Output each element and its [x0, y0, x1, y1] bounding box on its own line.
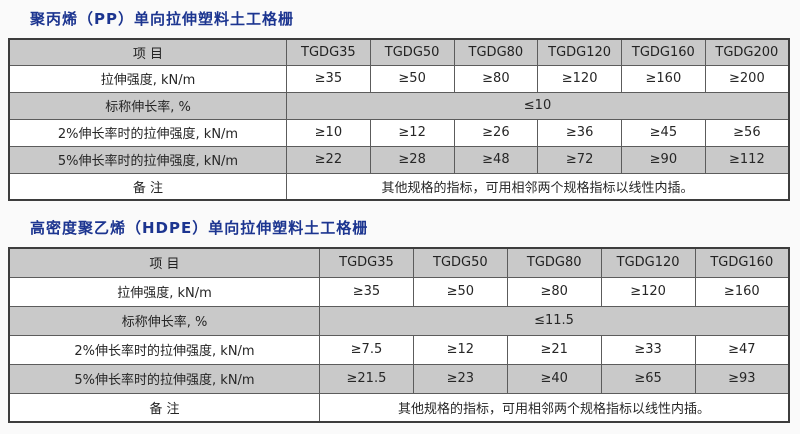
row-label: 备 注 — [8, 172, 287, 201]
table-row-tensile-strength: 拉伸强度, kN/m ≥35 ≥50 ≥80 ≥120 ≥160 — [8, 276, 790, 307]
column-header-tgdg160: TGDG160 — [621, 38, 706, 66]
cell-value: ≥36 — [537, 118, 622, 147]
cell-value: ≥22 — [286, 145, 371, 174]
cell-value: ≥35 — [286, 64, 371, 93]
row-label: 5%伸长率时的拉伸强度, kN/m — [8, 363, 320, 394]
column-header-tgdg120: TGDG120 — [600, 247, 696, 278]
hdpe-section-title: 高密度聚乙烯（HDPE）单向拉伸塑料土工格栅 — [30, 219, 369, 237]
cell-value: ≥23 — [412, 363, 508, 394]
cell-span-value: ≤10 — [286, 91, 790, 120]
cell-value: ≥26 — [453, 118, 539, 147]
pp-header-row: 项 目 TGDG35 TGDG50 TGDG80 TGDG120 TGDG160… — [8, 38, 790, 66]
cell-value: ≥7.5 — [319, 334, 414, 365]
table-row-remarks: 备 注 其他规格的指标，可用相邻两个规格指标以线性内插。 — [8, 172, 790, 201]
cell-value: ≥40 — [506, 363, 602, 394]
column-header-tgdg35: TGDG35 — [319, 247, 414, 278]
cell-value: ≥47 — [694, 334, 790, 365]
column-header-tgdg50: TGDG50 — [412, 247, 508, 278]
cell-value: ≥12 — [369, 118, 455, 147]
cell-value: ≥120 — [600, 276, 696, 307]
hdpe-header-row: 项 目 TGDG35 TGDG50 TGDG80 TGDG120 TGDG160 — [8, 247, 790, 278]
column-header-item: 项 目 — [8, 38, 287, 66]
row-label: 拉伸强度, kN/m — [8, 276, 320, 307]
cell-value: ≥112 — [704, 145, 790, 174]
cell-value: ≥93 — [694, 363, 790, 394]
table-row-nominal-elongation: 标称伸长率, % ≤11.5 — [8, 305, 790, 336]
cell-span-value: ≤11.5 — [319, 305, 790, 336]
cell-value: ≥48 — [453, 145, 539, 174]
row-label: 标称伸长率, % — [8, 91, 287, 120]
cell-value: ≥80 — [506, 276, 602, 307]
cell-value: ≥80 — [453, 64, 539, 93]
hdpe-spec-table: 项 目 TGDG35 TGDG50 TGDG80 TGDG120 TGDG160… — [8, 247, 790, 423]
column-header-tgdg160: TGDG160 — [694, 247, 790, 278]
cell-value: ≥200 — [704, 64, 790, 93]
column-header-tgdg80: TGDG80 — [506, 247, 602, 278]
cell-value: ≥21 — [506, 334, 602, 365]
cell-value: ≥28 — [369, 145, 455, 174]
remark-text: 其他规格的指标，可用相邻两个规格指标以线性内插。 — [286, 172, 790, 201]
table-row-nominal-elongation: 标称伸长率, % ≤10 — [8, 91, 790, 120]
column-header-tgdg200: TGDG200 — [704, 38, 790, 66]
row-label: 拉伸强度, kN/m — [8, 64, 287, 93]
cell-value: ≥72 — [537, 145, 622, 174]
table-row-remarks: 备 注 其他规格的指标，可用相邻两个规格指标以线性内插。 — [8, 392, 790, 423]
cell-value: ≥21.5 — [319, 363, 414, 394]
cell-value: ≥50 — [369, 64, 455, 93]
row-label: 备 注 — [8, 392, 320, 423]
column-header-tgdg80: TGDG80 — [453, 38, 539, 66]
remark-text: 其他规格的指标，可用相邻两个规格指标以线性内插。 — [319, 392, 790, 423]
table-row-strength-at-2pct: 2%伸长率时的拉伸强度, kN/m ≥7.5 ≥12 ≥21 ≥33 ≥47 — [8, 334, 790, 365]
cell-value: ≥56 — [704, 118, 790, 147]
pp-spec-table: 项 目 TGDG35 TGDG50 TGDG80 TGDG120 TGDG160… — [8, 38, 790, 201]
cell-value: ≥65 — [600, 363, 696, 394]
table-row-strength-at-2pct: 2%伸长率时的拉伸强度, kN/m ≥10 ≥12 ≥26 ≥36 ≥45 ≥5… — [8, 118, 790, 147]
cell-value: ≥35 — [319, 276, 414, 307]
column-header-item: 项 目 — [8, 247, 320, 278]
cell-value: ≥90 — [621, 145, 706, 174]
cell-value: ≥160 — [694, 276, 790, 307]
table-row-strength-at-5pct: 5%伸长率时的拉伸强度, kN/m ≥21.5 ≥23 ≥40 ≥65 ≥93 — [8, 363, 790, 394]
row-label: 5%伸长率时的拉伸强度, kN/m — [8, 145, 287, 174]
table-row-tensile-strength: 拉伸强度, kN/m ≥35 ≥50 ≥80 ≥120 ≥160 ≥200 — [8, 64, 790, 93]
column-header-tgdg120: TGDG120 — [537, 38, 622, 66]
cell-value: ≥45 — [621, 118, 706, 147]
column-header-tgdg35: TGDG35 — [286, 38, 371, 66]
cell-value: ≥120 — [537, 64, 622, 93]
row-label: 2%伸长率时的拉伸强度, kN/m — [8, 334, 320, 365]
row-label: 标称伸长率, % — [8, 305, 320, 336]
cell-value: ≥33 — [600, 334, 696, 365]
cell-value: ≥12 — [412, 334, 508, 365]
table-row-strength-at-5pct: 5%伸长率时的拉伸强度, kN/m ≥22 ≥28 ≥48 ≥72 ≥90 ≥1… — [8, 145, 790, 174]
column-header-tgdg50: TGDG50 — [369, 38, 455, 66]
pp-section-title: 聚丙烯（PP）单向拉伸塑料土工格栅 — [30, 10, 294, 28]
cell-value: ≥160 — [621, 64, 706, 93]
cell-value: ≥50 — [412, 276, 508, 307]
cell-value: ≥10 — [286, 118, 371, 147]
row-label: 2%伸长率时的拉伸强度, kN/m — [8, 118, 287, 147]
